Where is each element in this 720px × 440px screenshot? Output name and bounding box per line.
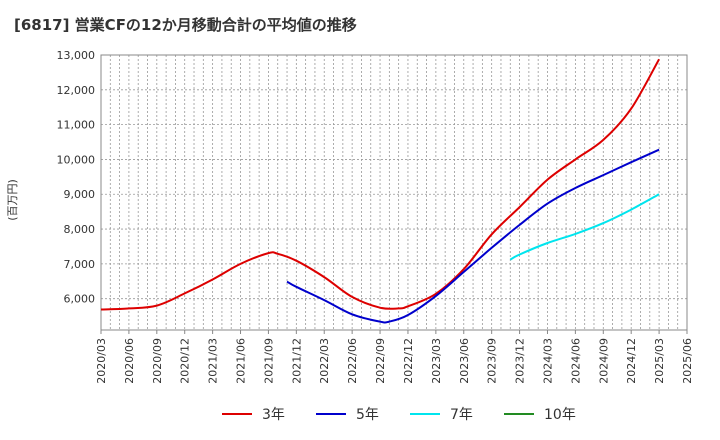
y-tick-labels: 6,000 7,000 8,000 9,000 10,000 11,000 12,000 13…: [57, 49, 96, 306]
y-tick-label: 7,000: [64, 258, 96, 271]
x-tick-label: 2022/06: [346, 338, 359, 384]
legend-label: 5年: [356, 407, 379, 423]
x-tick-label: 2020/09: [151, 338, 164, 384]
y-tick-label: 6,000: [64, 293, 96, 306]
series-line-3年: [100, 58, 660, 311]
x-tick-label: 2023/03: [430, 338, 443, 384]
y-axis-title: (百万円): [6, 179, 19, 221]
x-tick-label: 2024/09: [597, 338, 610, 384]
x-tick-label: 2023/06: [458, 338, 471, 384]
x-tick-label: 2020/06: [123, 338, 136, 384]
y-tick-label: 12,000: [57, 84, 96, 97]
x-tick-label: 2023/09: [486, 338, 499, 384]
y-tick-label: 13,000: [57, 49, 96, 62]
legend-label: 10年: [544, 407, 576, 423]
x-tick-label: 2021/06: [235, 338, 248, 384]
x-tick-label: 2024/06: [569, 338, 582, 384]
x-tick-label: 2021/12: [290, 338, 303, 384]
legend-label: 3年: [262, 407, 285, 423]
series-line-7年: [509, 193, 660, 261]
y-tick-label: 8,000: [64, 223, 96, 236]
x-tick-label: 2020/03: [95, 338, 108, 384]
x-tick-label: 2020/12: [179, 338, 192, 384]
y-tick-label: 9,000: [64, 188, 96, 201]
x-tick-label: 2021/09: [262, 338, 275, 384]
x-tick-labels: 2020/03 2020/06 2020/09 2020/12 2021/03 2021/…: [95, 330, 694, 384]
series-line-5年: [286, 148, 660, 324]
legend: 3年 5年 7年 10年: [222, 407, 576, 423]
chart-title: [6817] 営業CFの12か月移動合計の平均値の推移: [14, 16, 357, 34]
x-tick-label: 2021/03: [207, 338, 220, 384]
x-tick-label: 2023/12: [514, 338, 527, 384]
x-tick-label: 2024/03: [541, 338, 554, 384]
y-tick-label: 10,000: [57, 153, 96, 166]
legend-label: 7年: [450, 407, 473, 423]
series-lines: [100, 58, 660, 324]
x-tick-label: 2022/03: [318, 338, 331, 384]
x-tick-label: 2024/12: [625, 338, 638, 384]
plot-frame: [100, 54, 688, 331]
x-tick-label: 2022/09: [374, 338, 387, 384]
y-tick-label: 11,000: [57, 119, 96, 132]
x-tick-label: 2025/03: [653, 338, 666, 384]
grid-lines: [100, 54, 688, 330]
x-tick-label: 2025/06: [681, 338, 694, 384]
x-tick-label: 2022/12: [402, 338, 415, 384]
